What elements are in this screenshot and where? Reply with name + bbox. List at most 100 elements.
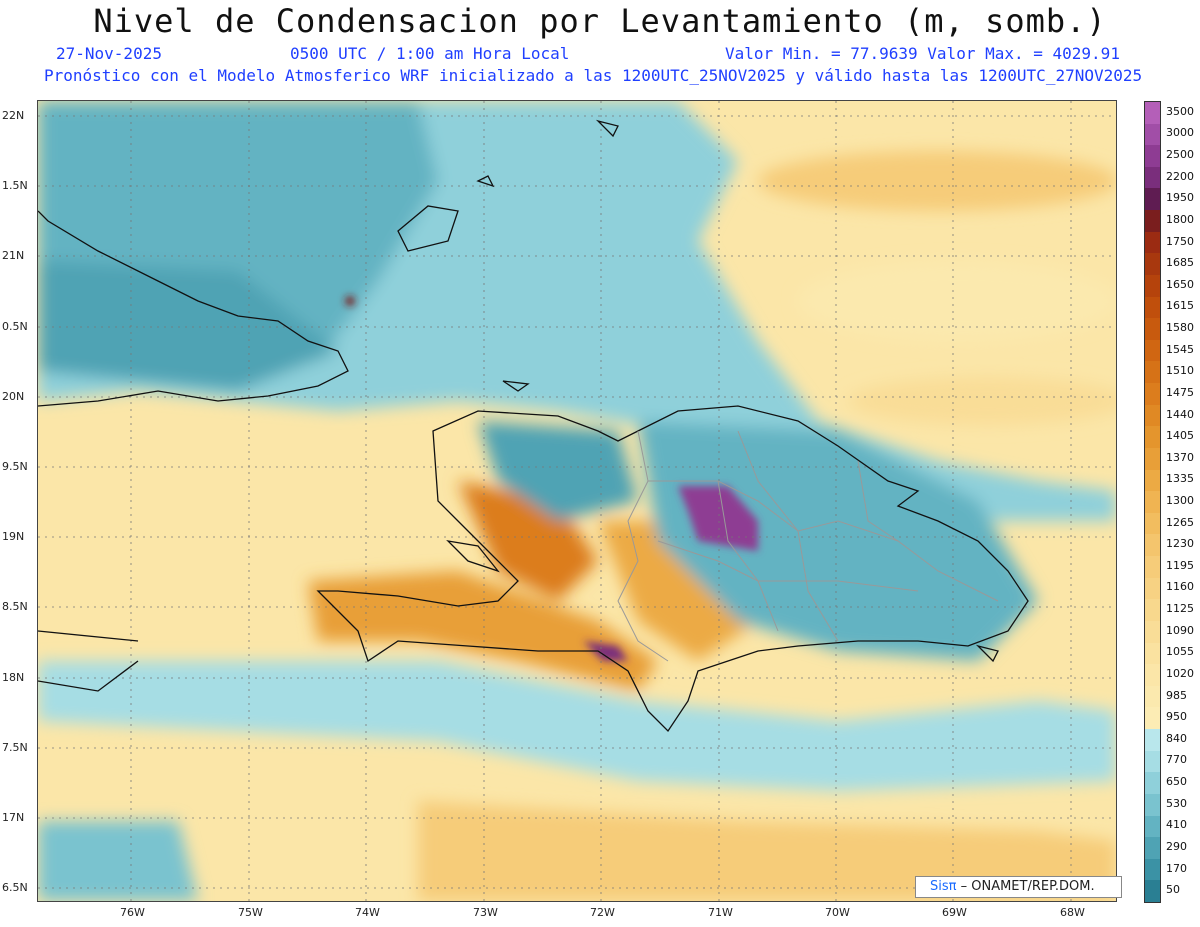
legend-label: 1405	[1166, 429, 1194, 443]
legend-label: 1195	[1166, 558, 1194, 572]
legend-swatch	[1145, 166, 1160, 189]
legend-swatch	[1145, 469, 1160, 492]
lat-label: 19N	[2, 530, 25, 543]
lon-label: 75W	[238, 906, 263, 919]
legend-label: 840	[1166, 731, 1187, 745]
legend-swatch	[1145, 491, 1160, 514]
legend-label: 2200	[1166, 169, 1194, 183]
lon-label: 72W	[590, 906, 615, 919]
legend-label: 1265	[1166, 515, 1194, 529]
legend-swatch	[1145, 685, 1160, 708]
legend-swatch	[1145, 664, 1160, 687]
lat-label: 21N	[2, 249, 25, 262]
legend-swatch	[1145, 772, 1160, 795]
legend-label: 290	[1166, 839, 1187, 853]
legend-swatch	[1145, 858, 1160, 881]
lon-label: 70W	[825, 906, 850, 919]
lat-label: 6.5N	[2, 881, 28, 894]
lon-label: 74W	[355, 906, 380, 919]
legend-swatch	[1145, 750, 1160, 773]
legend-swatch	[1145, 642, 1160, 665]
legend-label: 1440	[1166, 407, 1194, 421]
legend-swatch	[1145, 102, 1160, 125]
forecast-label: Pronóstico con el Modelo Atmosferico WRF…	[44, 66, 1143, 85]
legend-swatch	[1145, 556, 1160, 579]
legend-swatch	[1145, 793, 1160, 816]
legend-swatch	[1145, 339, 1160, 362]
lat-label: 9.5N	[2, 460, 28, 473]
legend-swatch	[1145, 447, 1160, 471]
legend-swatch	[1145, 620, 1160, 644]
legend-swatch	[1145, 318, 1160, 341]
legend-label: 1750	[1166, 234, 1194, 248]
legend-label: 1685	[1166, 256, 1194, 270]
lon-label: 68W	[1060, 906, 1085, 919]
lat-label: 7.5N	[2, 741, 28, 754]
legend-label: 3000	[1166, 126, 1194, 140]
legend-label: 1090	[1166, 623, 1194, 637]
legend-label: 1230	[1166, 537, 1194, 551]
lat-label: 8.5N	[2, 600, 28, 613]
lat-label: 0.5N	[2, 320, 28, 333]
legend-label: 170	[1166, 861, 1187, 875]
legend-label: 650	[1166, 775, 1187, 789]
legend-label: 1125	[1166, 602, 1194, 616]
legend-label: 1510	[1166, 364, 1194, 378]
lon-label: 71W	[708, 906, 733, 919]
legend-swatch	[1145, 361, 1160, 384]
legend-label: 1160	[1166, 580, 1194, 594]
legend-label: 1950	[1166, 191, 1194, 205]
map-panel	[37, 100, 1117, 902]
legend-label: 1300	[1166, 494, 1194, 507]
legend-label: 770	[1166, 753, 1187, 767]
lat-label: 1.5N	[2, 179, 28, 192]
legend-label: 2500	[1166, 148, 1194, 162]
lat-label: 22N	[2, 109, 25, 122]
legend-swatch	[1145, 296, 1160, 319]
legend-label: 1615	[1166, 299, 1194, 313]
legend-swatch	[1145, 404, 1160, 427]
legend-swatch	[1145, 599, 1160, 622]
credit-box: Sisπ – ONAMET/REP.DOM.	[915, 876, 1122, 898]
legend-swatch	[1145, 729, 1160, 752]
credit-text: – ONAMET/REP.DOM.	[956, 879, 1095, 894]
lon-label: 76W	[120, 906, 145, 919]
legend-label: 1580	[1166, 321, 1194, 335]
date-label: 27-Nov-2025	[56, 44, 162, 63]
legend-label: 1020	[1166, 666, 1194, 680]
legend-swatch	[1145, 123, 1160, 146]
legend-swatch	[1145, 707, 1160, 730]
lat-label: 20N	[2, 390, 25, 403]
legend-label: 950	[1166, 710, 1187, 724]
legend-swatch	[1145, 383, 1160, 406]
legend-label: 3500	[1166, 104, 1194, 118]
legend-label: 530	[1166, 796, 1187, 810]
lon-label: 69W	[942, 906, 967, 919]
lat-label: 18N	[2, 671, 25, 684]
legend-label: 1335	[1166, 472, 1194, 486]
legend-label: 1475	[1166, 385, 1194, 399]
legend-swatch	[1145, 880, 1160, 903]
lon-label: 73W	[473, 906, 498, 919]
legend-swatch	[1145, 577, 1160, 600]
legend-label: 1800	[1166, 212, 1194, 226]
lat-label: 17N	[2, 811, 25, 824]
legend-swatch	[1145, 534, 1160, 557]
legend-label: 50	[1166, 883, 1180, 897]
legend-swatch	[1145, 210, 1160, 233]
legend-swatch	[1145, 231, 1160, 254]
legend-label: 1370	[1166, 450, 1194, 464]
legend-label: 1650	[1166, 277, 1194, 291]
legend-swatch	[1145, 188, 1160, 211]
legend-swatch	[1145, 145, 1160, 168]
legend-swatch	[1145, 512, 1160, 535]
legend-label: 985	[1166, 688, 1187, 702]
credit-logo-text: Sisπ	[930, 879, 957, 894]
minmax-label: Valor Min. = 77.9639 Valor Max. = 4029.9…	[725, 44, 1120, 63]
legend-swatch	[1145, 815, 1160, 838]
map-canvas	[38, 101, 1116, 901]
legend-label: 1545	[1166, 342, 1194, 356]
legend-swatch	[1145, 837, 1160, 860]
time-label: 0500 UTC / 1:00 am Hora Local	[290, 44, 570, 63]
legend-swatch	[1145, 253, 1160, 276]
